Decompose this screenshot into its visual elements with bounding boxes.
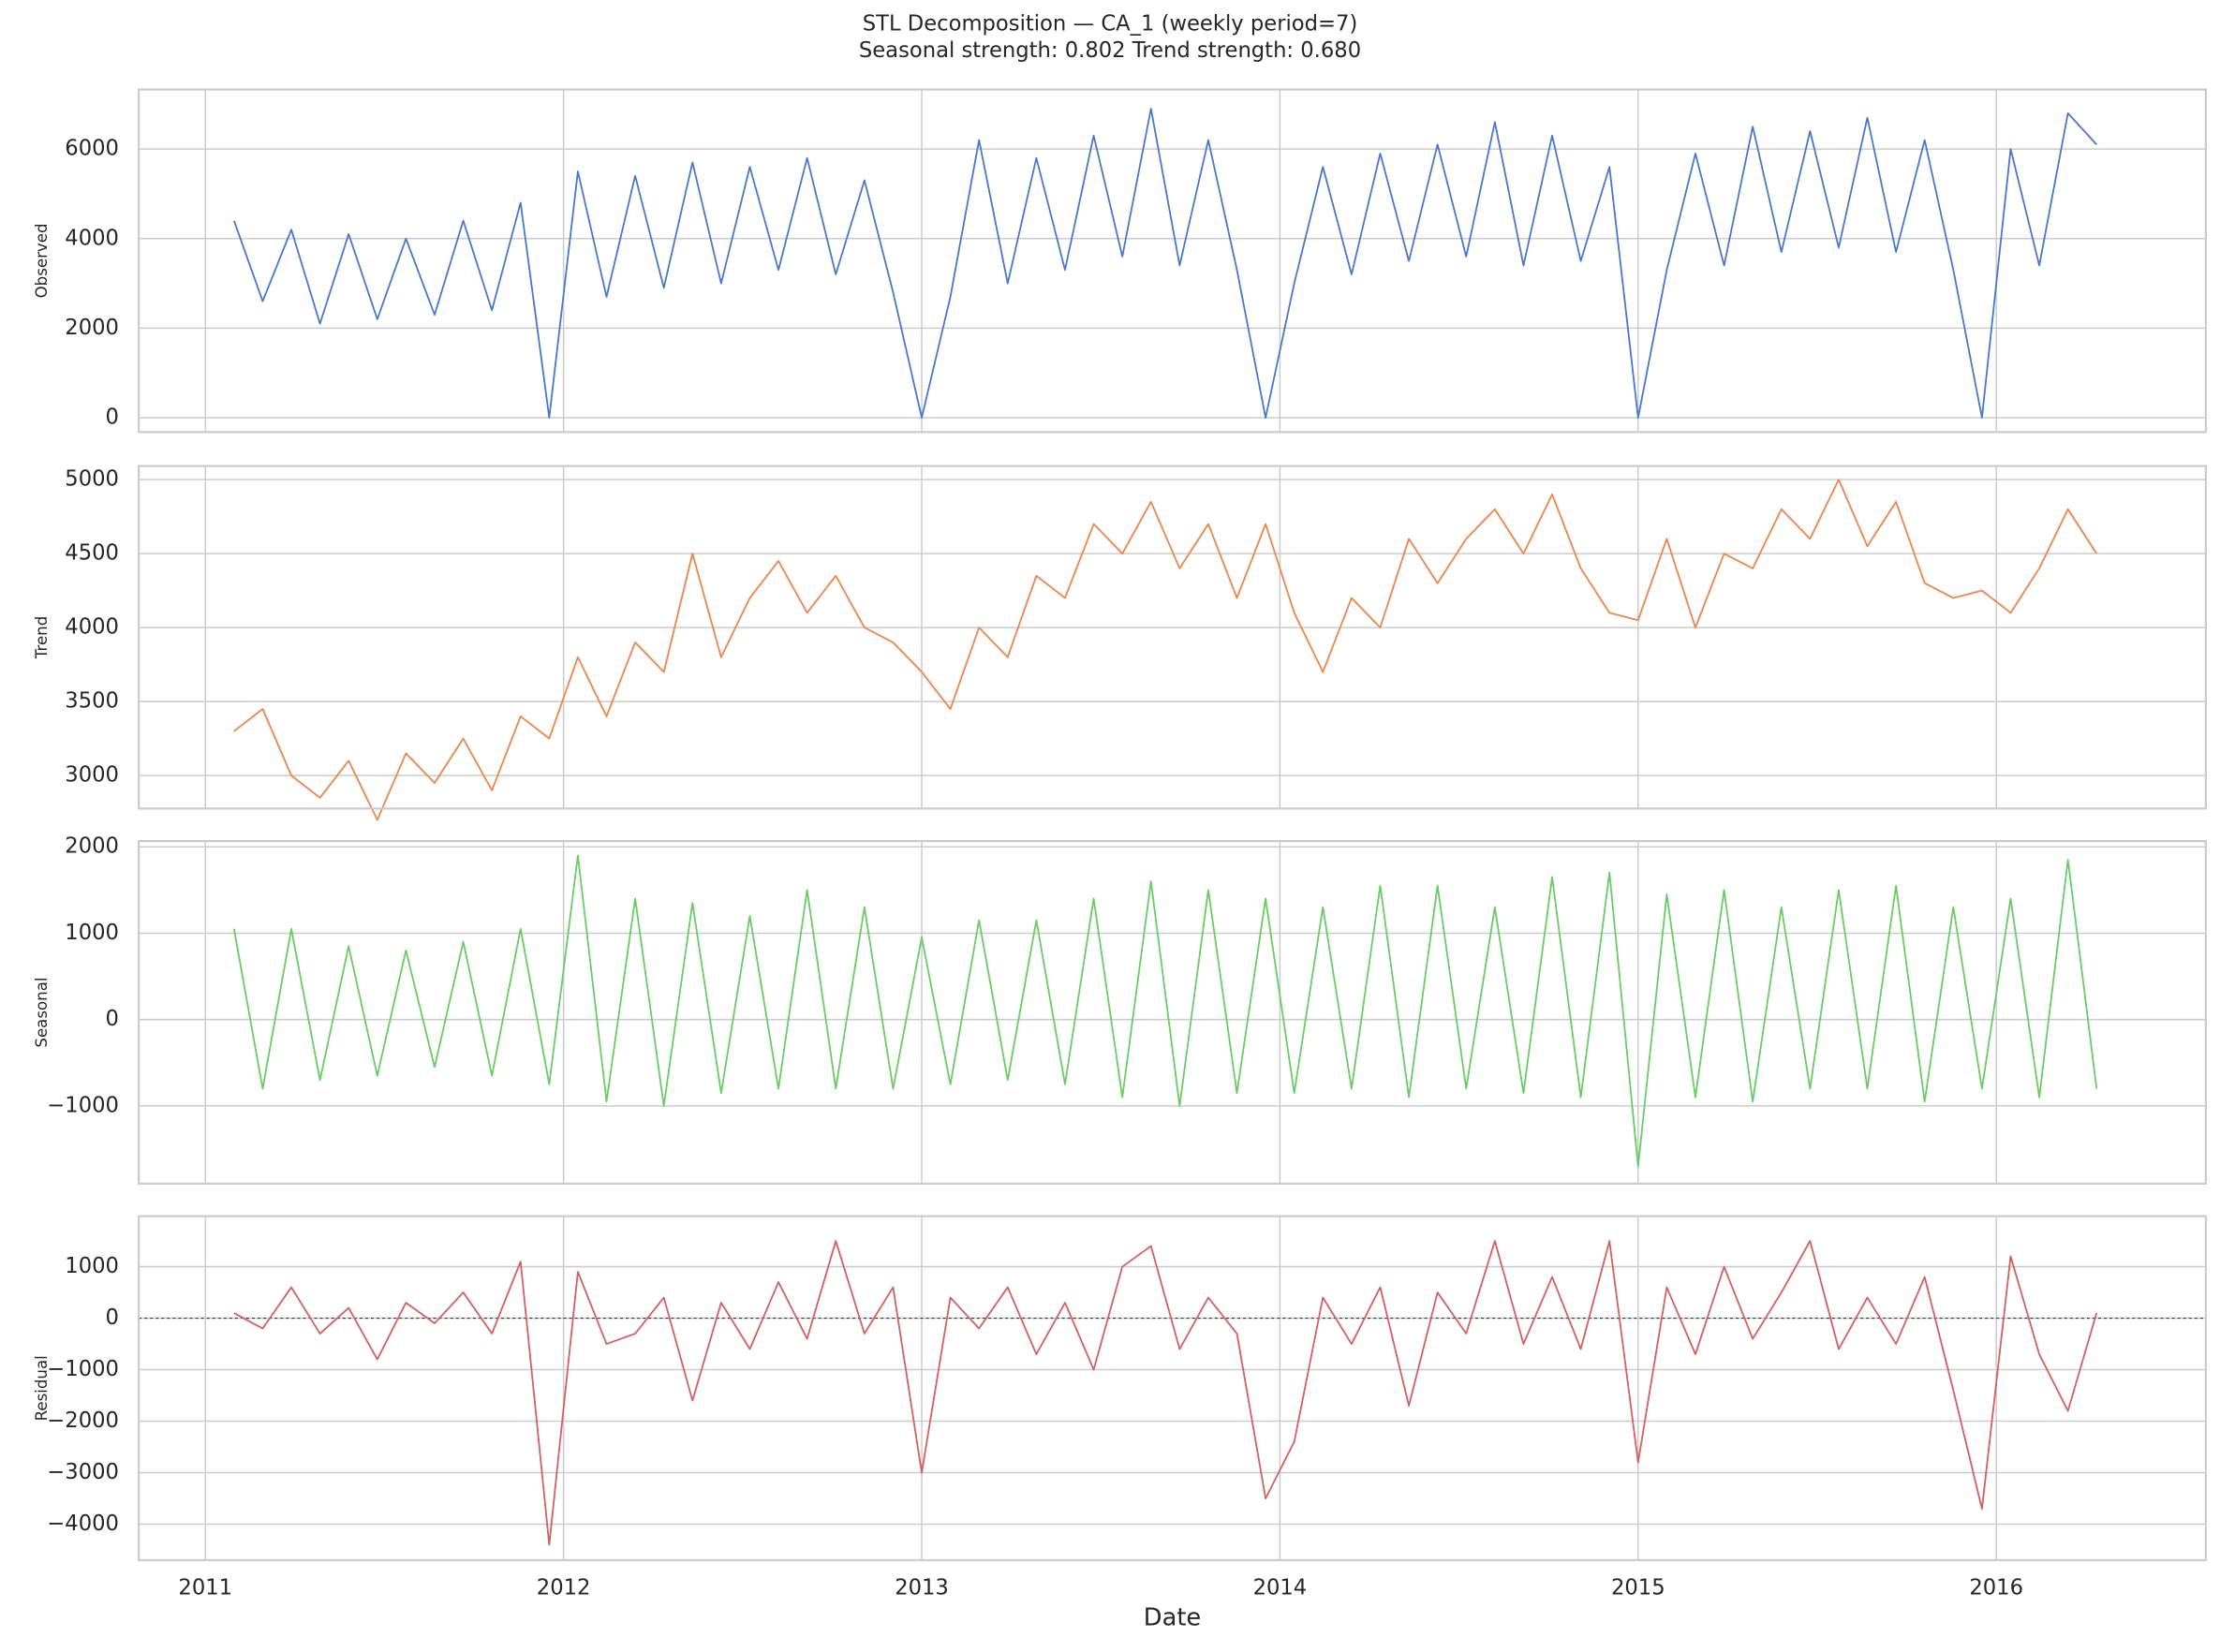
plot-area	[139, 465, 2206, 809]
x-tick-label: 2014	[1253, 1576, 1308, 1600]
plot-frame	[137, 465, 2208, 810]
y-tick-label: 6000	[65, 137, 119, 161]
y-tick-label: 4000	[65, 615, 119, 640]
plot-frame	[137, 88, 2208, 434]
y-tick-label: −3000	[47, 1460, 119, 1484]
y-tick-label: 4500	[65, 541, 119, 566]
y-tick-label: 1000	[65, 921, 119, 945]
y-tick-label: −4000	[47, 1512, 119, 1536]
figure-title: STL Decomposition — CA_1 (weekly period=…	[863, 12, 1358, 37]
plot-frame	[137, 1215, 2208, 1562]
y-axis-label: Trend	[33, 616, 51, 659]
y-tick-label: −2000	[47, 1409, 119, 1433]
y-tick-label: 0	[106, 1007, 119, 1031]
y-tick-label: 0	[106, 406, 119, 430]
y-axis-label: Residual	[33, 1355, 51, 1421]
y-tick-label: 2000	[65, 834, 119, 859]
series-line	[233, 479, 2098, 821]
series-line	[233, 1240, 2098, 1546]
x-axis-label: Date	[1144, 1603, 1201, 1631]
plot-frame	[137, 840, 2208, 1186]
y-tick-label: −1000	[47, 1093, 119, 1117]
x-tick-label: 2013	[895, 1576, 949, 1600]
x-tick-label: 2012	[537, 1576, 591, 1600]
plot-area	[139, 1216, 2206, 1560]
y-tick-label: 3000	[65, 763, 119, 788]
figure-subtitle: Seasonal strength: 0.802 Trend strength:…	[859, 38, 1361, 63]
y-tick-label: 5000	[65, 467, 119, 492]
y-axis-label: Observed	[33, 223, 51, 298]
series-line	[232, 108, 2097, 419]
y-tick-label: 1000	[65, 1254, 119, 1278]
y-tick-label: 0	[106, 1305, 119, 1330]
y-axis-label: Seasonal	[33, 977, 51, 1047]
x-tick-label: 2011	[178, 1576, 232, 1600]
y-tick-label: 2000	[65, 316, 119, 340]
y-tick-label: 3500	[65, 689, 119, 714]
plot-area	[139, 841, 2206, 1184]
y-tick-label: −1000	[47, 1357, 119, 1381]
x-tick-label: 2015	[1611, 1576, 1665, 1600]
y-tick-label: 4000	[65, 226, 119, 250]
x-tick-label: 2016	[1969, 1576, 2023, 1600]
plot-area	[139, 89, 2206, 433]
series-line	[232, 854, 2098, 1168]
